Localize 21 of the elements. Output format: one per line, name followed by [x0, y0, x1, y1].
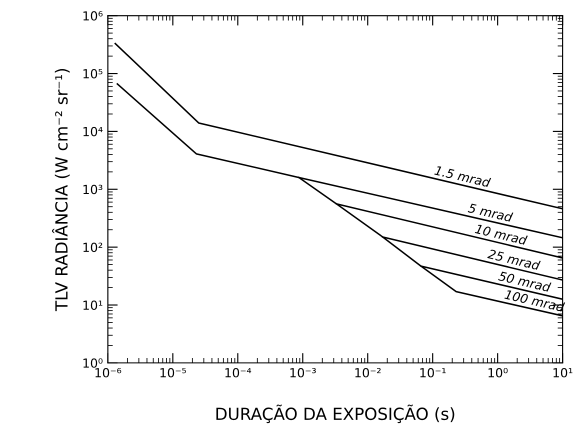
y-tick-label: 10⁰: [83, 358, 103, 368]
y-tick-label: 10⁶: [83, 11, 103, 21]
legend-label: 25 mrad: [487, 248, 541, 270]
y-axis-title: TLV RADIÂNCIA (W cm⁻² sr⁻¹): [52, 68, 70, 312]
x-tick-label: 10¹: [554, 368, 572, 378]
x-tick-label: 10⁻⁵: [160, 368, 186, 378]
y-tick-label: 10¹: [83, 300, 102, 310]
text: 5 mrad: [468, 202, 514, 222]
y-tick-label: 10²: [83, 242, 102, 252]
y-tick-label: 10³: [83, 184, 102, 194]
x-tick-label: 10⁻⁴: [225, 368, 252, 378]
legend-label: 10 mrad: [474, 224, 528, 246]
text: 1.5 mrad: [434, 165, 492, 188]
x-tick-label: 10⁰: [488, 368, 508, 378]
x-tick-label: 10⁻⁶: [95, 368, 122, 378]
x-tick-label: 10⁻²: [355, 368, 381, 378]
x-axis-title: DURAÇÃO DA EXPOSIÇÃO (s): [216, 404, 454, 424]
y-tick-label: 10⁵: [83, 69, 102, 78]
y-tick-label: 10⁴: [83, 126, 103, 136]
x-tick-label: 10⁻³: [290, 368, 316, 378]
x-tick-label: 10⁻¹: [420, 368, 446, 378]
